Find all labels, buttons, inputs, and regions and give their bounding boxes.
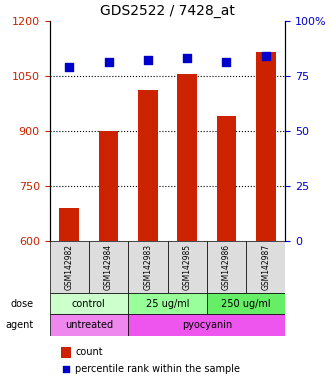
Point xyxy=(67,64,72,70)
FancyBboxPatch shape xyxy=(167,241,207,293)
FancyBboxPatch shape xyxy=(207,241,246,293)
Text: GSM142987: GSM142987 xyxy=(261,244,270,290)
Text: 25 ug/ml: 25 ug/ml xyxy=(146,299,189,309)
Text: untreated: untreated xyxy=(65,320,113,330)
Text: count: count xyxy=(75,347,103,357)
FancyBboxPatch shape xyxy=(128,314,285,336)
Point xyxy=(64,366,69,372)
Text: dose: dose xyxy=(11,299,34,309)
Point xyxy=(106,60,111,66)
Text: GSM142985: GSM142985 xyxy=(183,244,192,290)
Point xyxy=(263,53,268,59)
Bar xyxy=(138,91,158,241)
Point xyxy=(224,60,229,66)
Bar xyxy=(217,116,236,241)
Text: control: control xyxy=(72,299,106,309)
Text: 250 ug/ml: 250 ug/ml xyxy=(221,299,271,309)
Bar xyxy=(59,208,79,241)
FancyBboxPatch shape xyxy=(89,241,128,293)
Text: GSM142983: GSM142983 xyxy=(143,244,152,290)
Point xyxy=(184,55,190,61)
FancyBboxPatch shape xyxy=(128,241,167,293)
Bar xyxy=(256,52,276,241)
FancyBboxPatch shape xyxy=(207,293,285,314)
Text: agent: agent xyxy=(6,320,34,330)
Text: percentile rank within the sample: percentile rank within the sample xyxy=(75,364,241,374)
FancyBboxPatch shape xyxy=(246,241,285,293)
Bar xyxy=(177,74,197,241)
FancyBboxPatch shape xyxy=(50,314,128,336)
Text: GSM142982: GSM142982 xyxy=(65,244,74,290)
Point xyxy=(145,57,151,63)
FancyBboxPatch shape xyxy=(50,241,89,293)
Text: GSM142986: GSM142986 xyxy=(222,244,231,290)
Bar xyxy=(99,131,118,241)
Title: GDS2522 / 7428_at: GDS2522 / 7428_at xyxy=(100,4,235,18)
FancyBboxPatch shape xyxy=(128,293,207,314)
Text: GSM142984: GSM142984 xyxy=(104,244,113,290)
Bar xyxy=(61,347,71,358)
FancyBboxPatch shape xyxy=(50,293,128,314)
Text: pyocyanin: pyocyanin xyxy=(182,320,232,330)
